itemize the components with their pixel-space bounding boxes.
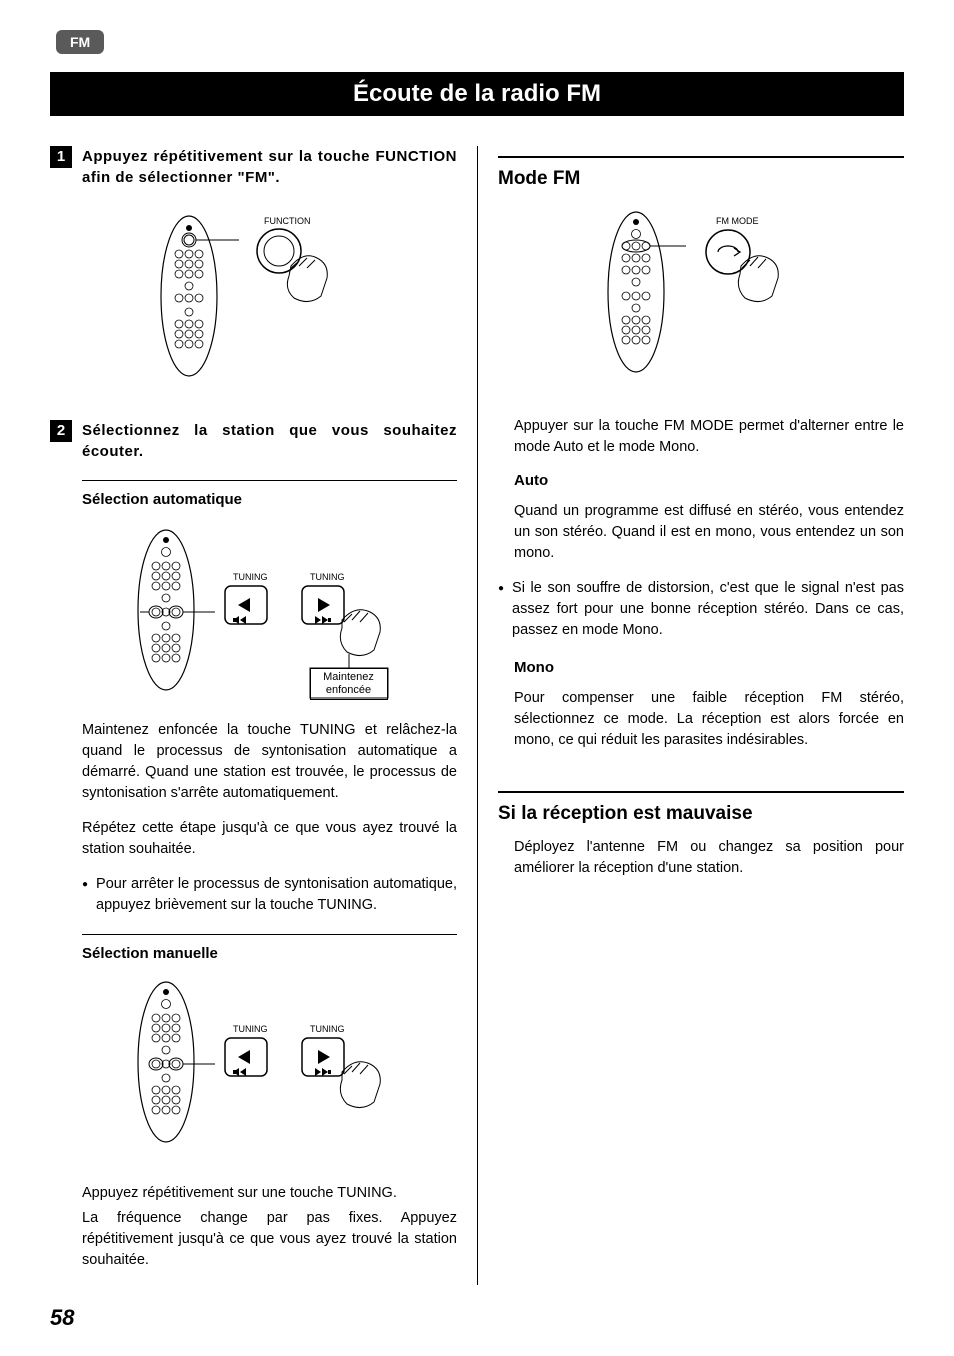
hold-caption: Maintenezenfoncée — [310, 668, 388, 700]
auto-selection-title: Sélection automatique — [82, 491, 457, 508]
step-1: 1 Appuyez répétitivement sur la touche F… — [50, 146, 457, 188]
divider — [498, 791, 904, 793]
tuning-left-label: TUNING — [233, 572, 268, 582]
step-2-text: Sélectionnez la station que vous souhait… — [82, 420, 457, 462]
auto-mode-bullet: Si le son souffre de distorsion, c'est q… — [498, 578, 904, 641]
reception-title: Si la réception est mauvaise — [498, 803, 904, 825]
right-column: Mode FM — [477, 146, 904, 1285]
tuning-right-label: TUNING — [310, 572, 345, 582]
figure-fmmode: FM MODE — [498, 202, 904, 386]
divider — [82, 934, 457, 935]
auto-mode-label: Auto — [514, 472, 904, 489]
mono-mode-para: Pour compenser une faible réception FM s… — [514, 688, 904, 751]
left-column: 1 Appuyez répétitivement sur la touche F… — [50, 146, 477, 1285]
auto-para-2: Répétez cette étape jusqu'à ce que vous … — [82, 818, 457, 860]
remote-fmmode-svg: FM MODE — [586, 202, 816, 382]
mode-para-1: Appuyer sur la touche FM MODE permet d'a… — [514, 416, 904, 458]
reception-para: Déployez l'antenne FM ou changez sa posi… — [514, 837, 904, 879]
figure-auto-tuning: TUNING TUNING — [82, 520, 457, 714]
auto-bullet: Pour arrêter le processus de syntonisati… — [82, 874, 457, 916]
manual-para-2: La fréquence change par pas fixes. Appuy… — [82, 1208, 457, 1271]
figure-function: FUNCTION — [50, 206, 457, 390]
page-number: 58 — [50, 1305, 904, 1331]
divider — [82, 480, 457, 481]
figure-manual-tuning: TUNING TUNING — [82, 974, 457, 1153]
mode-fm-title: Mode FM — [498, 168, 904, 190]
function-label: FUNCTION — [264, 216, 311, 226]
manual-selection-title: Sélection manuelle — [82, 945, 457, 962]
step-1-number: 1 — [50, 146, 72, 168]
step-1-text: Appuyez répétitivement sur la touche FUN… — [82, 146, 457, 188]
auto-para-1: Maintenez enfoncée la touche TUNING et r… — [82, 720, 457, 804]
page-title: Écoute de la radio FM — [50, 72, 904, 116]
step-2: 2 Sélectionnez la station que vous souha… — [50, 420, 457, 462]
fmmode-label: FM MODE — [716, 216, 759, 226]
manual-tuning-right-label: TUNING — [310, 1024, 345, 1034]
auto-mode-para: Quand un programme est diffusé en stéréo… — [514, 501, 904, 564]
section-tab: FM — [56, 30, 104, 54]
divider — [498, 156, 904, 158]
remote-tuning-manual-svg: TUNING TUNING — [120, 974, 420, 1149]
step-2-number: 2 — [50, 420, 72, 442]
manual-para-1: Appuyez répétitivement sur une touche TU… — [82, 1183, 457, 1204]
remote-function-svg: FUNCTION — [139, 206, 369, 386]
mono-mode-label: Mono — [514, 659, 904, 676]
manual-tuning-left-label: TUNING — [233, 1024, 268, 1034]
